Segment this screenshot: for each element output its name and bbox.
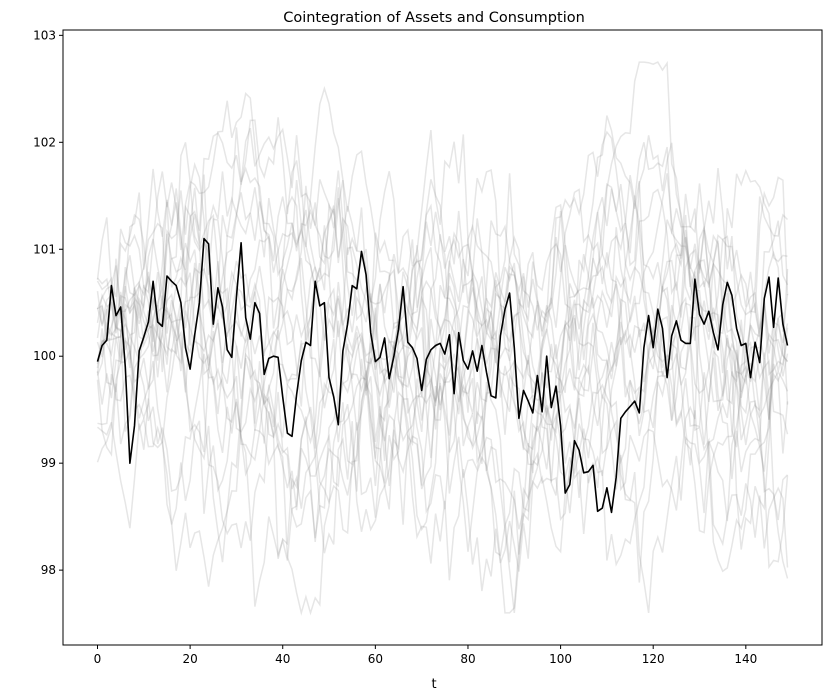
background-series-group — [96, 60, 789, 616]
x-tick-label: 80 — [460, 652, 475, 666]
x-tick-label: 100 — [549, 652, 572, 666]
highlight-series-line — [96, 237, 789, 514]
background-series-line — [96, 85, 789, 579]
background-series-line — [96, 195, 789, 559]
x-tick-label: 120 — [642, 652, 665, 666]
x-axis-label: t — [431, 677, 436, 692]
background-series-line — [96, 169, 789, 616]
background-series-line — [97, 117, 789, 472]
background-series-line — [96, 173, 789, 587]
x-axis: 0 20 40 60 80 100 120 140 — [94, 645, 757, 666]
chart-title: Cointegration of Assets and Consumption — [283, 10, 585, 26]
y-tick-label: 101 — [33, 242, 56, 256]
y-tick-label: 103 — [33, 28, 56, 42]
x-tick-label: 20 — [182, 652, 197, 666]
background-series-line — [96, 266, 789, 567]
y-tick-label: 102 — [33, 135, 56, 149]
y-tick-label: 99 — [41, 456, 56, 470]
background-series-line — [96, 183, 789, 539]
background-series-line — [96, 245, 789, 607]
background-series-line — [96, 60, 788, 563]
background-series-line — [96, 174, 789, 511]
axes-frame — [62, 29, 823, 646]
background-series-line — [97, 171, 789, 486]
highlight-series-group — [96, 237, 789, 514]
background-series-line — [97, 176, 789, 613]
background-series-line — [96, 285, 789, 614]
background-series-line — [96, 127, 789, 573]
background-series-line — [96, 91, 789, 487]
background-series-line — [96, 200, 789, 445]
x-tick-label: 0 — [94, 652, 102, 666]
x-tick-label: 140 — [734, 652, 757, 666]
x-tick-label: 60 — [368, 652, 383, 666]
y-axis: 98 99 100 101 102 103 — [33, 28, 63, 577]
y-tick-label: 100 — [33, 349, 56, 363]
x-tick-label: 40 — [275, 652, 290, 666]
y-tick-label: 98 — [41, 563, 56, 577]
